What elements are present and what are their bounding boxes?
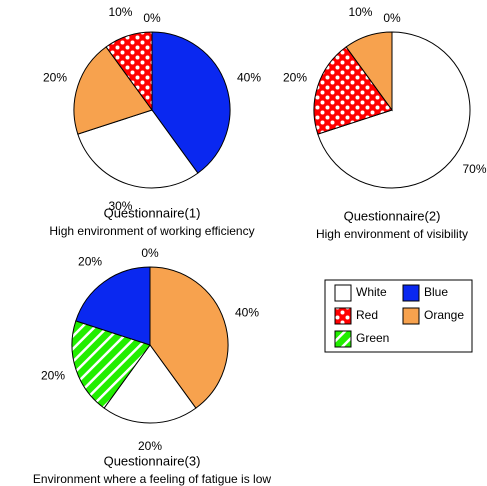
data-label: 0% (383, 11, 401, 25)
legend-swatch (334, 284, 352, 302)
data-label: 20% (43, 71, 67, 85)
chart-subtitle: High environment of visibility (316, 227, 468, 241)
chart-subtitle: Environment where a feeling of fatigue i… (33, 472, 271, 486)
data-label: 20% (78, 255, 102, 269)
data-label: 20% (138, 439, 162, 453)
legend-swatch (334, 307, 352, 325)
pie-slice (151, 31, 231, 174)
legend-label: Green (356, 331, 389, 345)
data-label: 40% (237, 71, 261, 85)
pie-slice (71, 320, 151, 409)
pie-slice (77, 109, 199, 189)
pie-slice (73, 46, 153, 135)
data-label: 0% (143, 11, 161, 25)
data-label: 30% (108, 199, 132, 213)
data-label: 10% (348, 5, 372, 19)
data-label: 20% (283, 71, 307, 85)
legend-swatch (402, 307, 420, 325)
legend-swatch (334, 330, 352, 348)
chart-title: Questionnaire(3) (104, 453, 201, 468)
chart-title: Questionnaire(2) (344, 208, 441, 223)
chart-title: Questionnaire(1) (104, 205, 201, 220)
data-label: 70% (463, 162, 487, 176)
chart-subtitle: High environment of working efficiency (49, 224, 254, 238)
legend-label: Red (356, 308, 378, 322)
legend-label: White (356, 285, 387, 299)
legend-swatch (402, 284, 420, 302)
legend-label: Orange (424, 308, 464, 322)
data-label: 10% (108, 5, 132, 19)
data-label: 0% (141, 246, 159, 260)
pie-slice (75, 266, 151, 346)
data-label: 20% (41, 369, 65, 383)
pie-slice (103, 344, 197, 424)
legend-label: Blue (424, 285, 448, 299)
pie-slice (313, 46, 393, 135)
data-label: 40% (235, 306, 259, 320)
pie-slice (149, 266, 229, 409)
pie-slice (317, 31, 471, 189)
